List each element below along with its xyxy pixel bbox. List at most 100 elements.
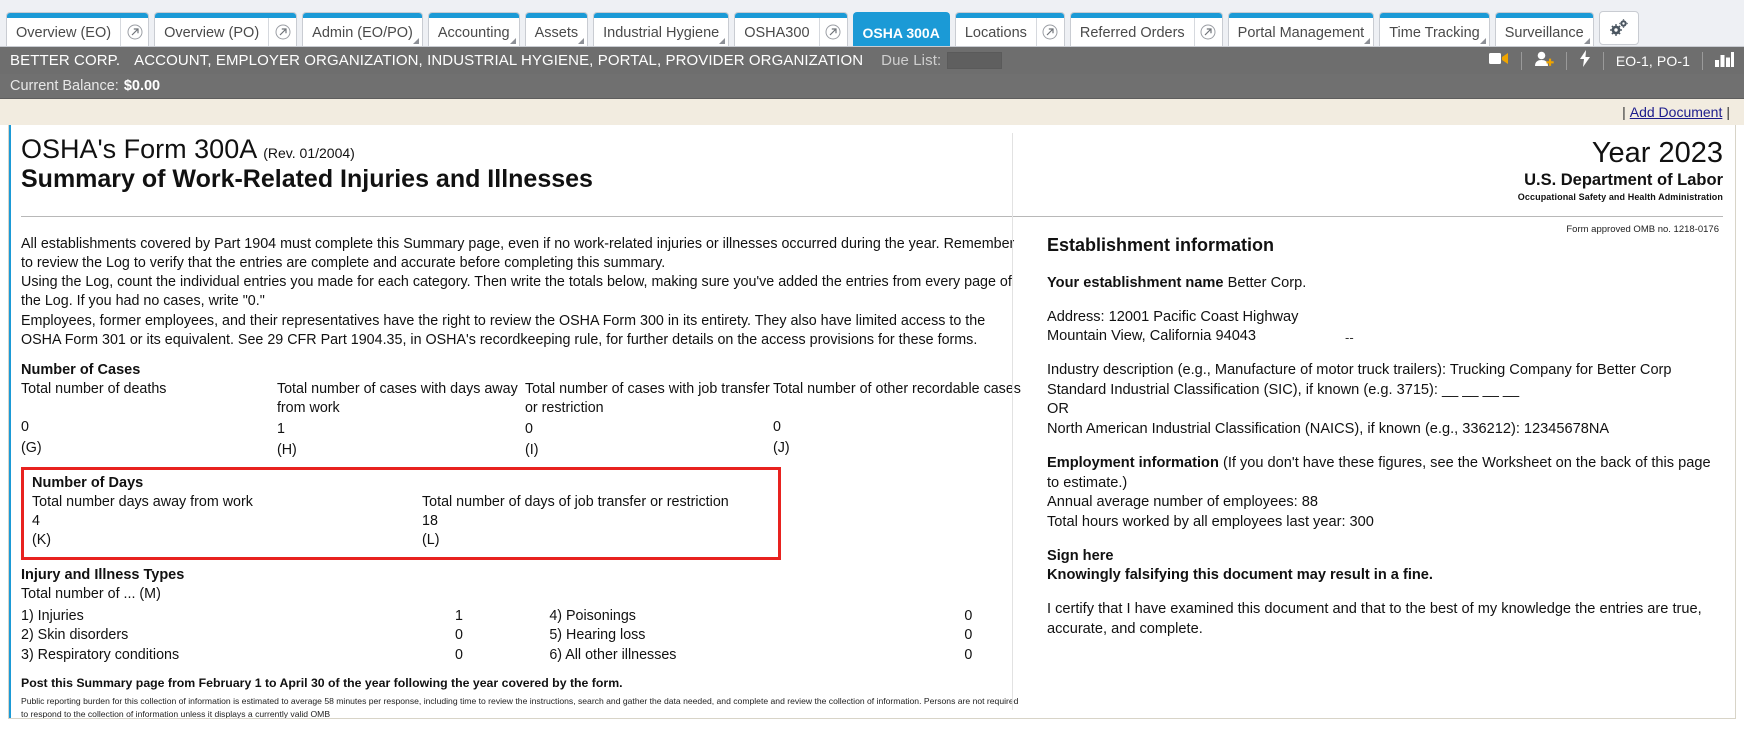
case-cell-code: (H): [276, 441, 297, 458]
tab-referred-orders[interactable]: Referred Orders: [1069, 12, 1223, 46]
add-document-link[interactable]: Add Document: [1629, 104, 1723, 120]
establishment-information-panel: Establishment information Your establish…: [1031, 235, 1723, 718]
tab-label: Locations: [964, 25, 1027, 41]
icon-divider-2: [1565, 51, 1567, 70]
case-cell-code: (G): [21, 439, 42, 456]
due-list-label: Due List:: [881, 52, 942, 69]
tab-surveillance[interactable]: Surveillance: [1494, 12, 1594, 46]
tab-dropdown-caret[interactable]: [1364, 38, 1371, 44]
tab-portal-management[interactable]: Portal Management: [1227, 12, 1375, 46]
context-header-bar: BETTER CORP. ACCOUNT, EMPLOYER ORGANIZAT…: [0, 47, 1744, 74]
external-link-icon[interactable]: [268, 13, 296, 46]
number-of-cases-heading: Number of Cases: [21, 361, 141, 378]
company-name: BETTER CORP.: [10, 52, 121, 69]
tab-locations[interactable]: Locations: [954, 12, 1065, 46]
number-of-days-heading: Number of Days: [32, 475, 144, 492]
number-of-cases-grid: Total number of deaths 0 (G) Total number o…: [21, 380, 1021, 459]
establishment-address-line2: Mountain View, California 94043: [1047, 328, 1257, 345]
form-header-left: OSHA's Form 300A (Rev. 01/2004) Summary …: [21, 135, 593, 194]
establishment-heading: Establishment information: [1047, 235, 1275, 255]
injury-illness-types-section: Injury and Illness Types Total number of…: [21, 567, 1021, 665]
tab-industrial-hygiene[interactable]: Industrial Hygiene: [593, 12, 730, 46]
case-cell-j: Total number of other recordable cases 0 (…: [773, 380, 1021, 459]
injury-types-subheading: Total number of ... (M): [21, 586, 161, 603]
employment-information-note: (If you don't have these figures, see th…: [1047, 454, 1711, 491]
injury-types-rows: 1) Injuries 1 4) Poisonings 0 2) Skin disord…: [21, 607, 1021, 666]
establishment-name-label: Your establishment name: [1047, 275, 1224, 291]
tab-osha-300a[interactable]: OSHA 300A: [852, 12, 950, 46]
tab-dropdown-caret[interactable]: [509, 38, 516, 44]
bar-chart-icon[interactable]: [1715, 51, 1734, 71]
tab-dropdown-caret[interactable]: [1479, 38, 1486, 44]
case-cell-label: Total number of deaths: [21, 380, 167, 397]
tab-label: Accounting: [437, 25, 510, 41]
days-cell-code: (L): [422, 532, 440, 549]
balance-label: Current Balance:: [10, 78, 119, 94]
add-user-icon[interactable]: [1534, 51, 1554, 71]
dash-mark: --: [1345, 330, 1354, 345]
omb-approval-note: Form approved OMB no. 1218-0176: [1566, 224, 1719, 235]
tab-dropdown-caret[interactable]: [1583, 38, 1590, 44]
tab-label: OSHA300: [744, 25, 810, 41]
instruction-paragraph-2: Using the Log, count the individual entr…: [21, 274, 1012, 310]
portal-tag[interactable]: EO-1, PO-1: [1615, 52, 1690, 69]
post-summary-note: Post this Summary page from February 1 t…: [21, 676, 623, 691]
injury-type-right-value: 0: [964, 607, 973, 624]
case-cell-label: Total number of cases with job transfer …: [524, 380, 770, 416]
form-left-column: All establishments covered by Part 1904 …: [21, 235, 1031, 718]
company-roles: ACCOUNT, EMPLOYER ORGANIZATION, INDUSTRI…: [134, 52, 864, 69]
icon-divider-4: [1702, 51, 1703, 70]
injury-type-left-label: 2) Skin disorders: [21, 627, 129, 644]
tab-label: Industrial Hygiene: [603, 25, 720, 41]
form-header-right: Year 2023 U.S. Department of Labor Occup…: [1518, 135, 1723, 202]
form-year: Year 2023: [1591, 137, 1723, 169]
injury-type-right-label: 4) Poisonings: [549, 607, 636, 624]
number-of-days-highlight-box: Number of Days Total number days away fr…: [21, 467, 781, 561]
injury-type-right-value: 0: [964, 647, 973, 664]
tab-assets[interactable]: Assets: [524, 12, 589, 46]
tab-dropdown-caret[interactable]: [719, 38, 726, 44]
form-subtitle: Summary of Work-Related Injuries and Ill…: [21, 165, 593, 194]
tab-settings-gear-icon[interactable]: [1598, 11, 1639, 45]
external-link-icon[interactable]: [1193, 13, 1222, 46]
tab-time-tracking[interactable]: Time Tracking: [1379, 12, 1490, 46]
tab-osha300[interactable]: OSHA300: [734, 12, 848, 46]
video-camera-icon[interactable]: [1488, 51, 1509, 70]
days-cell-label: Total number of days of job transfer or …: [422, 494, 729, 511]
column-divider: [1012, 133, 1013, 710]
external-link-icon[interactable]: [1035, 13, 1064, 46]
header-icon-group: EO-1, PO-1: [1488, 50, 1734, 71]
due-list-input[interactable]: [947, 52, 1003, 69]
case-cell-g: Total number of deaths 0 (G): [21, 380, 277, 459]
balance-value: $0.00: [123, 78, 161, 94]
injury-type-row: 2) Skin disorders 0 5) Hearing loss 0: [21, 626, 1021, 645]
lightning-bolt-icon[interactable]: [1579, 50, 1591, 71]
case-cell-value: 1: [276, 420, 285, 437]
tab-label: Overview (PO): [164, 25, 260, 41]
injury-type-left-value: 0: [454, 627, 463, 644]
or-label: OR: [1047, 401, 1069, 418]
number-of-days-grid: Total number days away from work 4 (K) Tota…: [32, 493, 770, 550]
external-link-icon[interactable]: [120, 13, 148, 46]
tab-overview-po[interactable]: Overview (PO): [154, 12, 298, 46]
case-cell-value: 0: [772, 418, 781, 435]
tab-admin-eo-po[interactable]: Admin (EO/PO): [302, 12, 423, 46]
sign-here-heading: Sign here: [1047, 547, 1114, 564]
days-cell-code: (K): [32, 532, 52, 549]
tab-overview-eo[interactable]: Overview (EO): [6, 12, 150, 46]
case-cell-label: Total number of other recordable cases: [772, 380, 1021, 397]
form-body: All establishments covered by Part 1904 …: [21, 235, 1723, 718]
days-cell-l: Total number of days of job transfer or …: [422, 493, 762, 550]
injury-type-left-label: 1) Injuries: [21, 607, 84, 624]
tab-accounting[interactable]: Accounting: [427, 12, 520, 46]
days-cell-value: 18: [422, 513, 438, 530]
tab-dropdown-caret[interactable]: [578, 38, 585, 44]
document-toolbar: | Add Document |: [0, 99, 1744, 125]
osha-agency-name: Occupational Safety and Health Administr…: [1517, 192, 1723, 202]
injury-types-heading: Injury and Illness Types: [21, 567, 185, 584]
external-link-icon[interactable]: [818, 13, 847, 46]
icon-divider-1: [1520, 51, 1522, 70]
tab-dropdown-caret[interactable]: [412, 38, 419, 44]
form-header: OSHA's Form 300A (Rev. 01/2004) Summary …: [21, 135, 1723, 202]
